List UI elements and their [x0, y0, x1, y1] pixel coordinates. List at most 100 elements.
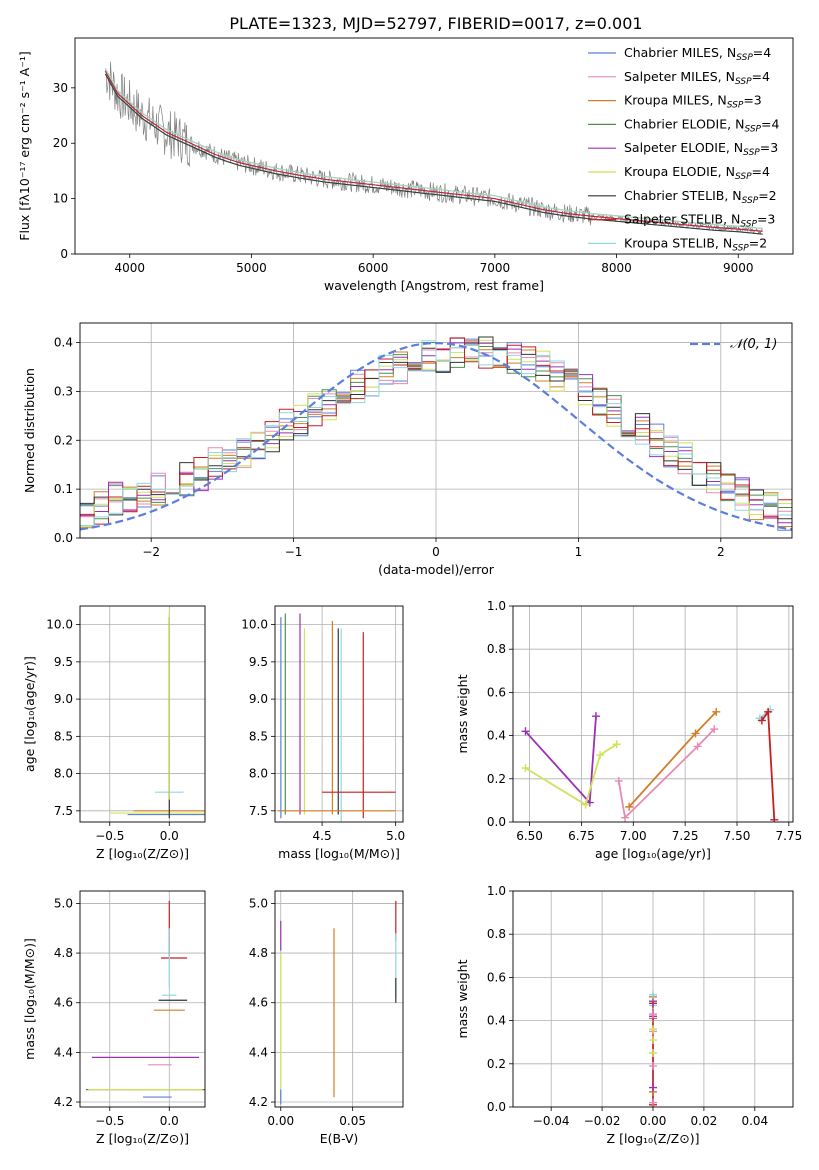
- plot-area: [80, 606, 205, 822]
- data-point: [521, 764, 530, 772]
- x-tick-label: 0.02: [691, 1114, 718, 1128]
- axes-frame: [79, 890, 206, 1108]
- y-tick-label: 10.0: [241, 618, 268, 632]
- chart-residuals: −2 −1 0 1 2 0.0 0.1 0.2 0.3 0.4 (data-model)/error…: [22, 322, 793, 577]
- charts-container: 4000 5000 6000 7000 8000 90000102030wavelengt…: [17, 37, 802, 1146]
- x-tick-label: 7.00: [620, 829, 647, 843]
- y-tick-label: 0.6: [487, 685, 506, 699]
- legend-entry: Chabrier ELODIE, NSSP=4: [624, 116, 779, 134]
- y-tick-label: 9.0: [249, 692, 268, 706]
- x-tick-label: 6.50: [516, 829, 543, 843]
- legend-entry: Kroupa ELODIE, NSSP=4: [624, 164, 770, 182]
- axes-frame: [274, 890, 404, 1108]
- x-tick-label: 7.50: [724, 829, 751, 843]
- y-tick-label: 10.0: [46, 618, 73, 632]
- legend-entry: Salpeter STELIB, NSSP=3: [624, 212, 775, 230]
- data-point: [770, 815, 779, 822]
- y-tick-label: 4.2: [249, 1095, 268, 1109]
- chart-massweight-vs-Z: −0.04 −0.02 0.00 0.02 0.04 0.0 0.2 0.4 0.6 0.8 1.0…: [455, 884, 794, 1146]
- y-tick-label: 4.2: [54, 1095, 73, 1109]
- legend-entry: Chabrier STELIB, NSSP=2: [624, 188, 777, 206]
- y-tick-label: 10: [53, 192, 68, 206]
- data-point: [521, 727, 530, 736]
- y-tick-label: 4.4: [54, 1045, 73, 1059]
- y-tick-label: 0.1: [54, 482, 73, 496]
- legend-entry: Kroupa MILES, NSSP=3: [624, 93, 762, 111]
- y-tick-label: 0.0: [54, 531, 73, 545]
- axes-frame: [274, 605, 404, 823]
- data-point: [581, 800, 590, 809]
- axes-frame: [512, 605, 794, 823]
- data-point: [612, 740, 621, 749]
- axes-frame: [79, 322, 793, 539]
- y-tick-label: 9.0: [54, 692, 73, 706]
- data-point: [625, 802, 634, 811]
- y-tick-label: 4.6: [54, 996, 73, 1010]
- model-fit-line: [104, 70, 763, 232]
- plot-area: [80, 891, 205, 1107]
- x-axis-label: Z [log₁₀(Z/Z⊙)]: [96, 846, 189, 861]
- gaussian-curve: [80, 341, 792, 531]
- x-tick-label: 0.00: [267, 1114, 294, 1128]
- y-tick-label: 0.4: [54, 336, 73, 350]
- x-tick-label: 0: [432, 545, 440, 559]
- data-point: [649, 990, 657, 999]
- legend-entry: Salpeter ELODIE, NSSP=3: [624, 140, 778, 158]
- x-tick-label: −0.5: [95, 829, 124, 843]
- plot-area: [513, 606, 793, 822]
- data-point: [649, 1049, 657, 1057]
- x-tick-label: 6000: [358, 261, 389, 275]
- data-point: [596, 751, 605, 760]
- x-tick-label: 0.0: [160, 829, 179, 843]
- axes-frame: [74, 37, 794, 255]
- model-fit-line: [104, 68, 763, 229]
- x-axis-label: wavelength [Angstrom, rest frame]: [324, 278, 544, 293]
- y-tick-label: 0.2: [54, 433, 73, 447]
- y-tick-label: 0.2: [487, 772, 506, 786]
- plot-area: [80, 323, 792, 538]
- y-tick-label: 8.5: [54, 729, 73, 743]
- y-tick-label: 5.0: [54, 896, 73, 910]
- plot-area: [104, 61, 763, 236]
- data-point: [649, 1098, 657, 1107]
- x-axis-label: Z [log₁₀(Z/Z⊙)]: [607, 1131, 700, 1146]
- series-line: [628, 711, 717, 808]
- y-tick-label: 0.0: [487, 815, 506, 829]
- plot-area: [275, 891, 403, 1107]
- data-point: [649, 1010, 657, 1019]
- y-tick-label: 0.3: [54, 384, 73, 398]
- x-axis-label: E(B-V): [320, 1131, 359, 1146]
- y-axis-label: mass weight: [455, 674, 470, 753]
- x-axis-label: Z [log₁₀(Z/Z⊙)]: [96, 1131, 189, 1146]
- chart-mass-vs-Z: −0.5 0.0 4.2 4.4 4.6 4.8 5.0 Z [log₁₀(Z/Z⊙)] mas…: [22, 890, 206, 1146]
- plot-area: [275, 606, 403, 822]
- y-tick-label: 8.0: [249, 767, 268, 781]
- x-axis-label: mass [log₁₀(M/M⊙)]: [278, 846, 400, 861]
- x-tick-label: 8000: [601, 261, 632, 275]
- y-tick-label: 1.0: [487, 884, 506, 898]
- data-point: [614, 776, 623, 785]
- y-tick-label: 5.0: [249, 896, 268, 910]
- y-tick-label: 8.0: [54, 767, 73, 781]
- x-tick-label: 0.0: [160, 1114, 179, 1128]
- series-line: [524, 743, 618, 807]
- chart-age-vs-mass: 4.5 5.0 7.5 8.0 8.5 9.0 9.5 10.0 mass [log₁₀(M/M…: [241, 605, 405, 861]
- y-tick-label: 0.0: [487, 1100, 506, 1114]
- y-tick-label: 0.2: [487, 1057, 506, 1071]
- figure-title: PLATE=1323, MJD=52797, FIBERID=0017, z=0…: [229, 14, 642, 33]
- y-tick-label: 0.8: [487, 642, 506, 656]
- data-point: [621, 813, 629, 822]
- x-tick-label: −0.04: [533, 1114, 570, 1128]
- y-axis-label: mass [log₁₀(M/M⊙)]: [22, 938, 37, 1060]
- legend-entry: 𝒩(0, 1): [730, 337, 777, 352]
- data-point: [649, 1083, 657, 1092]
- x-tick-label: −2: [142, 545, 160, 559]
- y-tick-label: 0.8: [487, 927, 506, 941]
- series-line: [761, 709, 776, 820]
- y-tick-label: 7.5: [54, 804, 73, 818]
- x-axis-label: (data-model)/error: [378, 562, 495, 577]
- y-tick-label: 9.5: [54, 655, 73, 669]
- x-tick-label: 7.75: [775, 829, 802, 843]
- model-fit-line: [104, 73, 763, 235]
